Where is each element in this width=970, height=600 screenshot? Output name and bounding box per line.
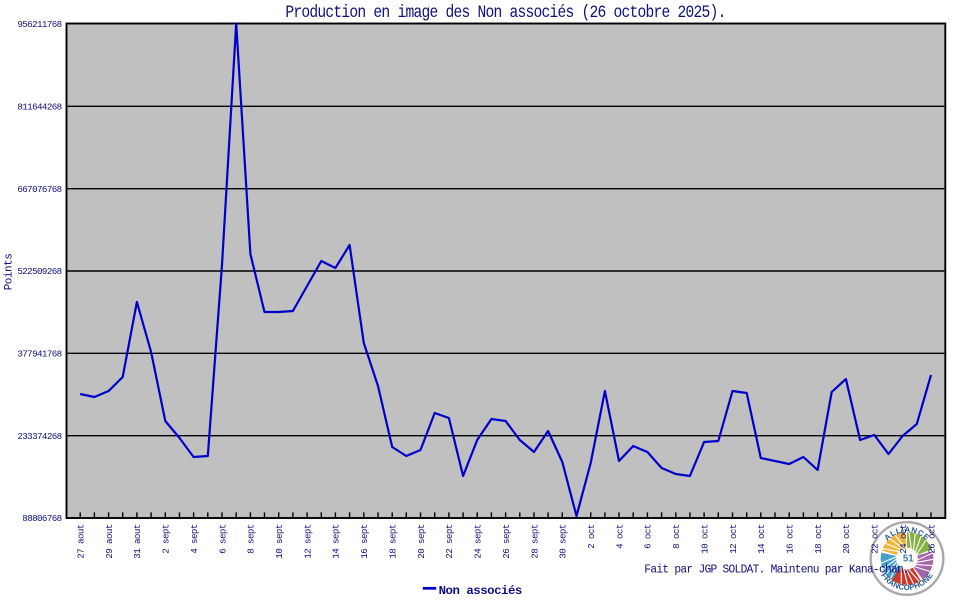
- svg-text:18 oct: 18 oct: [813, 524, 824, 554]
- svg-text:24 sept: 24 sept: [473, 524, 484, 558]
- svg-text:16 oct: 16 oct: [785, 524, 796, 554]
- svg-text:31 aout: 31 aout: [132, 524, 143, 558]
- svg-text:26 oct: 26 oct: [926, 524, 937, 554]
- svg-text:88806768: 88806768: [22, 513, 61, 524]
- svg-text:6 sept: 6 sept: [217, 524, 228, 554]
- svg-text:2 sept: 2 sept: [161, 524, 172, 554]
- svg-text:12 sept: 12 sept: [302, 524, 313, 558]
- svg-text:Points: Points: [4, 254, 16, 291]
- svg-text:16 sept: 16 sept: [359, 524, 370, 558]
- svg-text:Fait par JGP SOLDAT. Maintenu: Fait par JGP SOLDAT. Maintenu par Kana-c…: [644, 562, 909, 577]
- svg-text:29 aout: 29 aout: [104, 524, 115, 558]
- svg-text:Non associés: Non associés: [439, 584, 522, 598]
- svg-text:4 sept: 4 sept: [189, 524, 200, 554]
- svg-text:12 oct: 12 oct: [728, 524, 739, 554]
- svg-text:811644268: 811644268: [17, 102, 61, 113]
- svg-text:8 sept: 8 sept: [246, 524, 257, 554]
- svg-text:24 oct: 24 oct: [898, 524, 909, 554]
- svg-text:233374268: 233374268: [17, 431, 61, 442]
- svg-text:28 sept: 28 sept: [529, 524, 540, 558]
- svg-text:6 oct: 6 oct: [643, 524, 654, 549]
- svg-text:22 oct: 22 oct: [870, 524, 881, 554]
- svg-text:14 oct: 14 oct: [756, 524, 767, 554]
- svg-text:26 sept: 26 sept: [501, 524, 512, 558]
- svg-text:22 sept: 22 sept: [444, 524, 455, 558]
- svg-text:20 sept: 20 sept: [416, 524, 427, 558]
- svg-text:18 sept: 18 sept: [388, 524, 399, 558]
- svg-text:Production en image des Non as: Production en image des Non associés (26…: [285, 3, 725, 22]
- svg-text:51: 51: [903, 554, 914, 565]
- svg-text:30 sept: 30 sept: [558, 524, 569, 558]
- svg-text:27 aout: 27 aout: [76, 524, 87, 558]
- svg-text:2 oct: 2 oct: [586, 524, 597, 549]
- svg-text:8 oct: 8 oct: [671, 524, 682, 549]
- svg-text:14 sept: 14 sept: [331, 524, 342, 558]
- svg-text:956211768: 956211768: [17, 19, 61, 30]
- svg-text:667076768: 667076768: [17, 184, 61, 195]
- svg-text:522509268: 522509268: [17, 266, 61, 277]
- svg-text:4 oct: 4 oct: [614, 524, 625, 549]
- svg-text:10 oct: 10 oct: [699, 524, 710, 554]
- svg-text:20 oct: 20 oct: [841, 524, 852, 554]
- svg-text:377941768: 377941768: [17, 349, 61, 360]
- svg-text:10 sept: 10 sept: [274, 524, 285, 558]
